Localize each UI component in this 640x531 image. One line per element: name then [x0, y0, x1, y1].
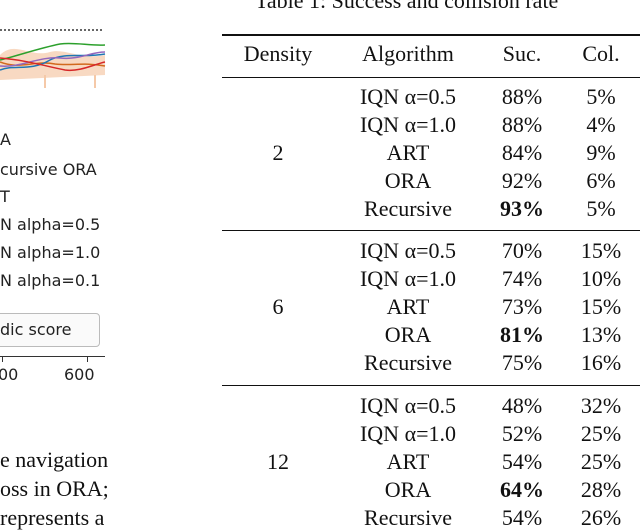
table-top-rule	[222, 34, 640, 36]
success-cell-best: 64%	[500, 477, 544, 502]
group-separator-rule	[222, 230, 640, 231]
legend-item: cursive ORA	[0, 160, 97, 179]
collision-cell: 16%	[580, 350, 622, 375]
success-cell: 84%	[501, 140, 543, 165]
success-cell: 74%	[501, 266, 543, 291]
success-cell: 52%	[501, 421, 543, 446]
success-cell: 92%	[501, 168, 543, 193]
algorithm-cell: ORA	[384, 477, 432, 502]
collision-cell: 26%	[580, 505, 622, 530]
collision-cell: 32%	[580, 393, 622, 418]
legend-item: N alpha=1.0	[0, 243, 101, 262]
algorithm-cell: ART	[386, 140, 430, 165]
collision-cell: 5%	[586, 84, 616, 109]
success-cell: 54%	[501, 505, 543, 530]
red-series-line	[0, 57, 106, 72]
collision-cell: 25%	[580, 449, 622, 474]
success-cell: 48%	[501, 393, 543, 418]
algorithm-cell: IQN α=1.0	[359, 421, 457, 446]
collision-cell: 5%	[586, 196, 616, 221]
algorithm-cell: Recursive	[364, 196, 452, 221]
algorithm-cell: ORA	[384, 322, 432, 347]
score-toggle-label: dic score	[0, 320, 72, 339]
header-density: Density	[243, 41, 313, 66]
success-cell-best: 93%	[500, 196, 544, 221]
collision-cell: 10%	[580, 266, 622, 291]
legend-item: N alpha=0.1	[0, 271, 101, 290]
density-cell: 12	[267, 449, 289, 474]
x-tick-label: 00	[0, 365, 19, 384]
green-series-line	[0, 42, 106, 61]
score-toggle-button[interactable]	[0, 313, 100, 347]
algorithm-cell: IQN α=0.5	[359, 238, 457, 263]
density-cell: 2	[272, 140, 284, 165]
table-title: Table 1: Success and collision rate	[255, 0, 559, 13]
header-algorithm: Algorithm	[362, 41, 454, 66]
figure-panel: A cursive ORA T N alpha=0.5 N alpha=1.0 …	[0, 0, 205, 400]
legend-item: A	[0, 130, 11, 149]
collision-cell: 28%	[580, 477, 622, 502]
collision-cell: 9%	[586, 140, 616, 165]
x-tick	[87, 356, 88, 362]
collision-cell: 4%	[586, 112, 616, 137]
algorithm-cell: Recursive	[364, 505, 452, 530]
algorithm-cell: ART	[386, 294, 430, 319]
collision-cell: 25%	[580, 421, 622, 446]
algorithm-cell: ART	[386, 449, 430, 474]
algorithm-cell: IQN α=1.0	[359, 112, 457, 137]
collision-cell: 13%	[580, 322, 622, 347]
table-header-rule	[222, 77, 640, 78]
success-cell-best: 81%	[500, 322, 544, 347]
success-cell: 73%	[501, 294, 543, 319]
success-cell: 88%	[501, 84, 543, 109]
group-separator-rule	[222, 385, 640, 386]
collision-cell: 15%	[580, 294, 622, 319]
success-cell: 70%	[501, 238, 543, 263]
legend-item: T	[0, 187, 10, 206]
caption-line: e navigation	[0, 447, 109, 472]
plot-fragment	[0, 29, 106, 88]
collision-cell: 6%	[586, 168, 616, 193]
caption-line: oss in ORA;	[0, 476, 109, 501]
density-cell: 6	[272, 294, 284, 319]
success-cell: 88%	[501, 112, 543, 137]
x-tick	[2, 356, 3, 362]
collision-cell: 15%	[580, 238, 622, 263]
algorithm-cell: Recursive	[364, 350, 452, 375]
algorithm-cell: IQN α=1.0	[359, 266, 457, 291]
algorithm-cell: IQN α=0.5	[359, 84, 457, 109]
caption-line: represents a	[0, 505, 105, 530]
algorithm-cell: ORA	[384, 168, 432, 193]
algorithm-cell: IQN α=0.5	[359, 393, 457, 418]
header-collision: Col.	[582, 41, 620, 66]
legend-item: N alpha=0.5	[0, 215, 101, 234]
success-cell: 75%	[501, 350, 543, 375]
header-success: Suc.	[502, 41, 542, 66]
purple-series-line	[0, 51, 106, 67]
success-cell: 54%	[501, 449, 543, 474]
x-tick-label: 600	[64, 365, 95, 384]
x-axis-line	[0, 356, 105, 357]
